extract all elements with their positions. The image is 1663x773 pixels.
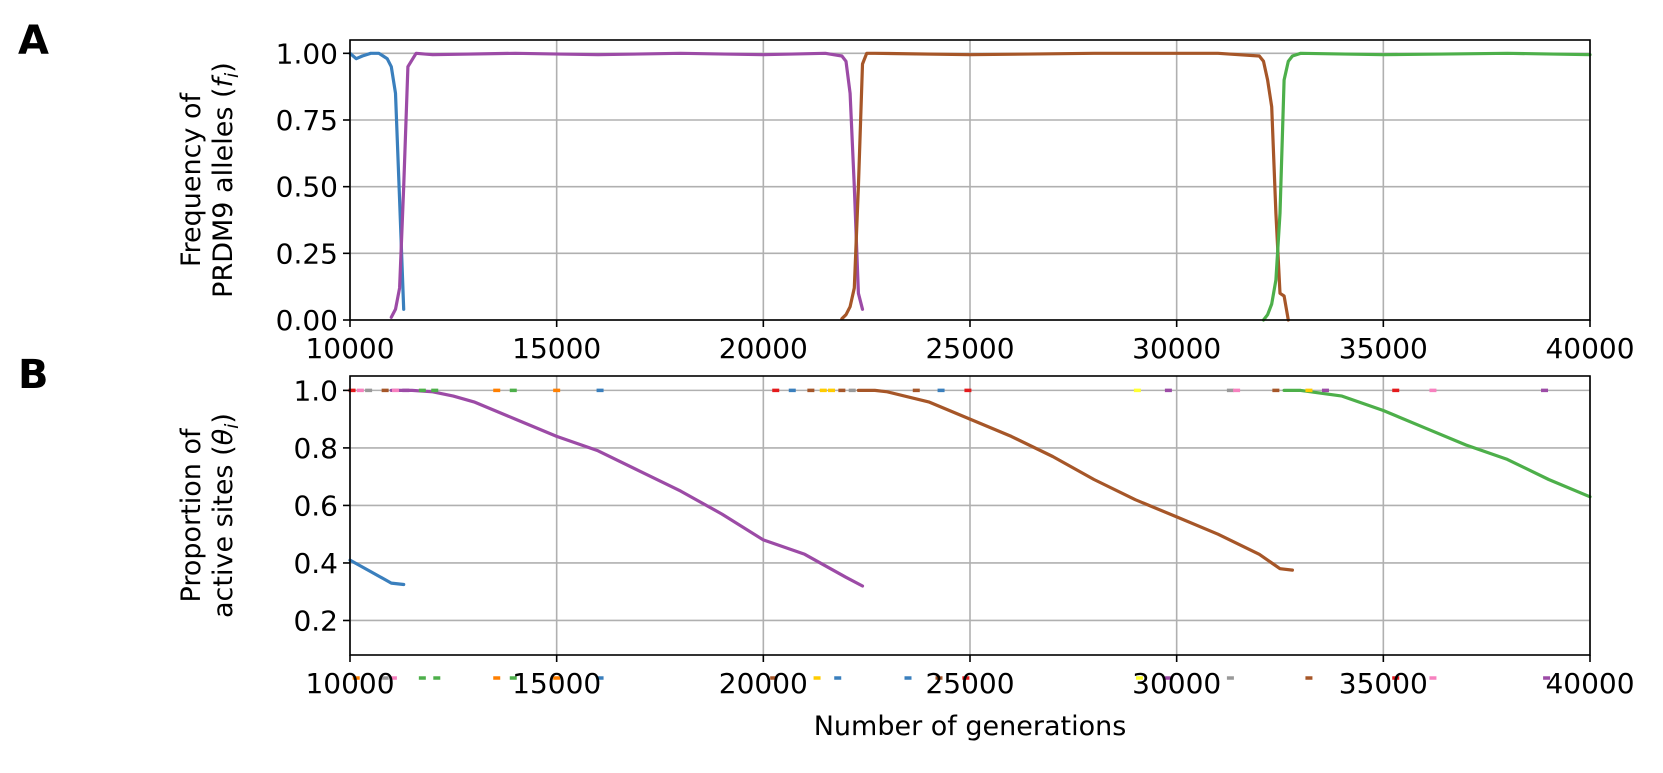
panel-a-ytick-label: 1.00: [276, 37, 338, 70]
panel-a-xtick-label: 20000: [719, 332, 808, 365]
panel-a-series-line-2: [389, 51, 865, 319]
panel-a-xtick-label: 25000: [925, 332, 1014, 365]
panel-a-series-group: [348, 51, 1592, 322]
panel-a-series-line-1: [348, 51, 406, 311]
panel-a-ytick-label: 0.25: [276, 237, 338, 270]
panel-b-ylabel-line2: active sites (θi): [208, 413, 243, 618]
panel-a-ylabel-end: ): [208, 62, 239, 73]
panel-b-xtick-label: 35000: [1339, 667, 1428, 700]
panel-b-ytick-label: 1.0: [293, 374, 338, 407]
panel-b-ylabel-sub: i: [221, 423, 243, 429]
panel-a-xtick-label: 40000: [1545, 332, 1634, 365]
panel-a-ytick-label: 0.50: [276, 171, 338, 204]
panel-b-ytick-label: 0.8: [293, 432, 338, 465]
panel-a-ylabel-text: PRDM9 alleles (: [208, 87, 239, 297]
panel-b-xtick-label: 40000: [1545, 667, 1634, 700]
panel-b-ytick-label: 0.6: [293, 489, 338, 522]
panel-a-series-line-3: [840, 51, 1290, 322]
panel-a-chart: 10000 15000 20000 25000 30000 35000 40000 0.00 0…: [176, 37, 1635, 365]
panel-a-xtick-label: 15000: [512, 332, 601, 365]
panel-b-xtick-label: 15000: [512, 667, 601, 700]
panel-a-ytick-label: 0.00: [276, 304, 338, 337]
panel-a-ylabel-sub: i: [221, 72, 243, 78]
panel-b-series-line-4: [1282, 388, 1592, 499]
panel-a-series-line-4: [1261, 51, 1592, 322]
panel-b-chart: 10000 15000 20000 25000 30000 35000 40000 0.2 0.…: [176, 374, 1635, 742]
panel-b-ticks: 10000 15000 20000 25000 30000 35000 40000 0.2 0.…: [293, 374, 1634, 700]
panel-b-xtick-label: 20000: [719, 667, 808, 700]
panel-b-series-line-1: [348, 558, 406, 587]
panel-b-xtick-label: 30000: [1132, 667, 1221, 700]
panel-b-ylabel-text: active sites (: [208, 445, 239, 618]
panel-b-ylabel-line1: Proportion of: [176, 427, 207, 602]
panel-b-ytick-label: 0.2: [293, 604, 338, 637]
panel-b-ylabel-end: ): [208, 413, 239, 424]
panel-a-xtick-label: 30000: [1132, 332, 1221, 365]
panel-a-ylabel-line1: Frequency of: [176, 91, 207, 267]
panel-label-b: B: [18, 352, 49, 398]
panel-b-xtick-label: 10000: [305, 667, 394, 700]
panel-a-ytick-label: 0.75: [276, 104, 338, 137]
panel-a-ticks: 10000 15000 20000 25000 30000 35000 40000 0.00 0…: [276, 37, 1635, 365]
panel-b-series-line-2: [389, 388, 865, 588]
panel-b-ylabel-var: θ: [208, 429, 239, 446]
panel-a-grid: [349, 40, 1591, 321]
panel-b-series-line-3: [856, 388, 1294, 572]
panel-b-markers: [348, 388, 1551, 680]
panel-a-xtick-label: 10000: [305, 332, 394, 365]
panel-b-xtick-label: 25000: [925, 667, 1014, 700]
panel-a-ylabel-line2: PRDM9 alleles (fi): [208, 62, 243, 298]
panel-b-series-group: [348, 388, 1592, 588]
panel-b-ytick-label: 0.4: [293, 547, 338, 580]
panel-label-a: A: [18, 18, 49, 64]
panel-b-xlabel: Number of generations: [814, 711, 1127, 742]
panel-a-xtick-label: 35000: [1339, 332, 1428, 365]
